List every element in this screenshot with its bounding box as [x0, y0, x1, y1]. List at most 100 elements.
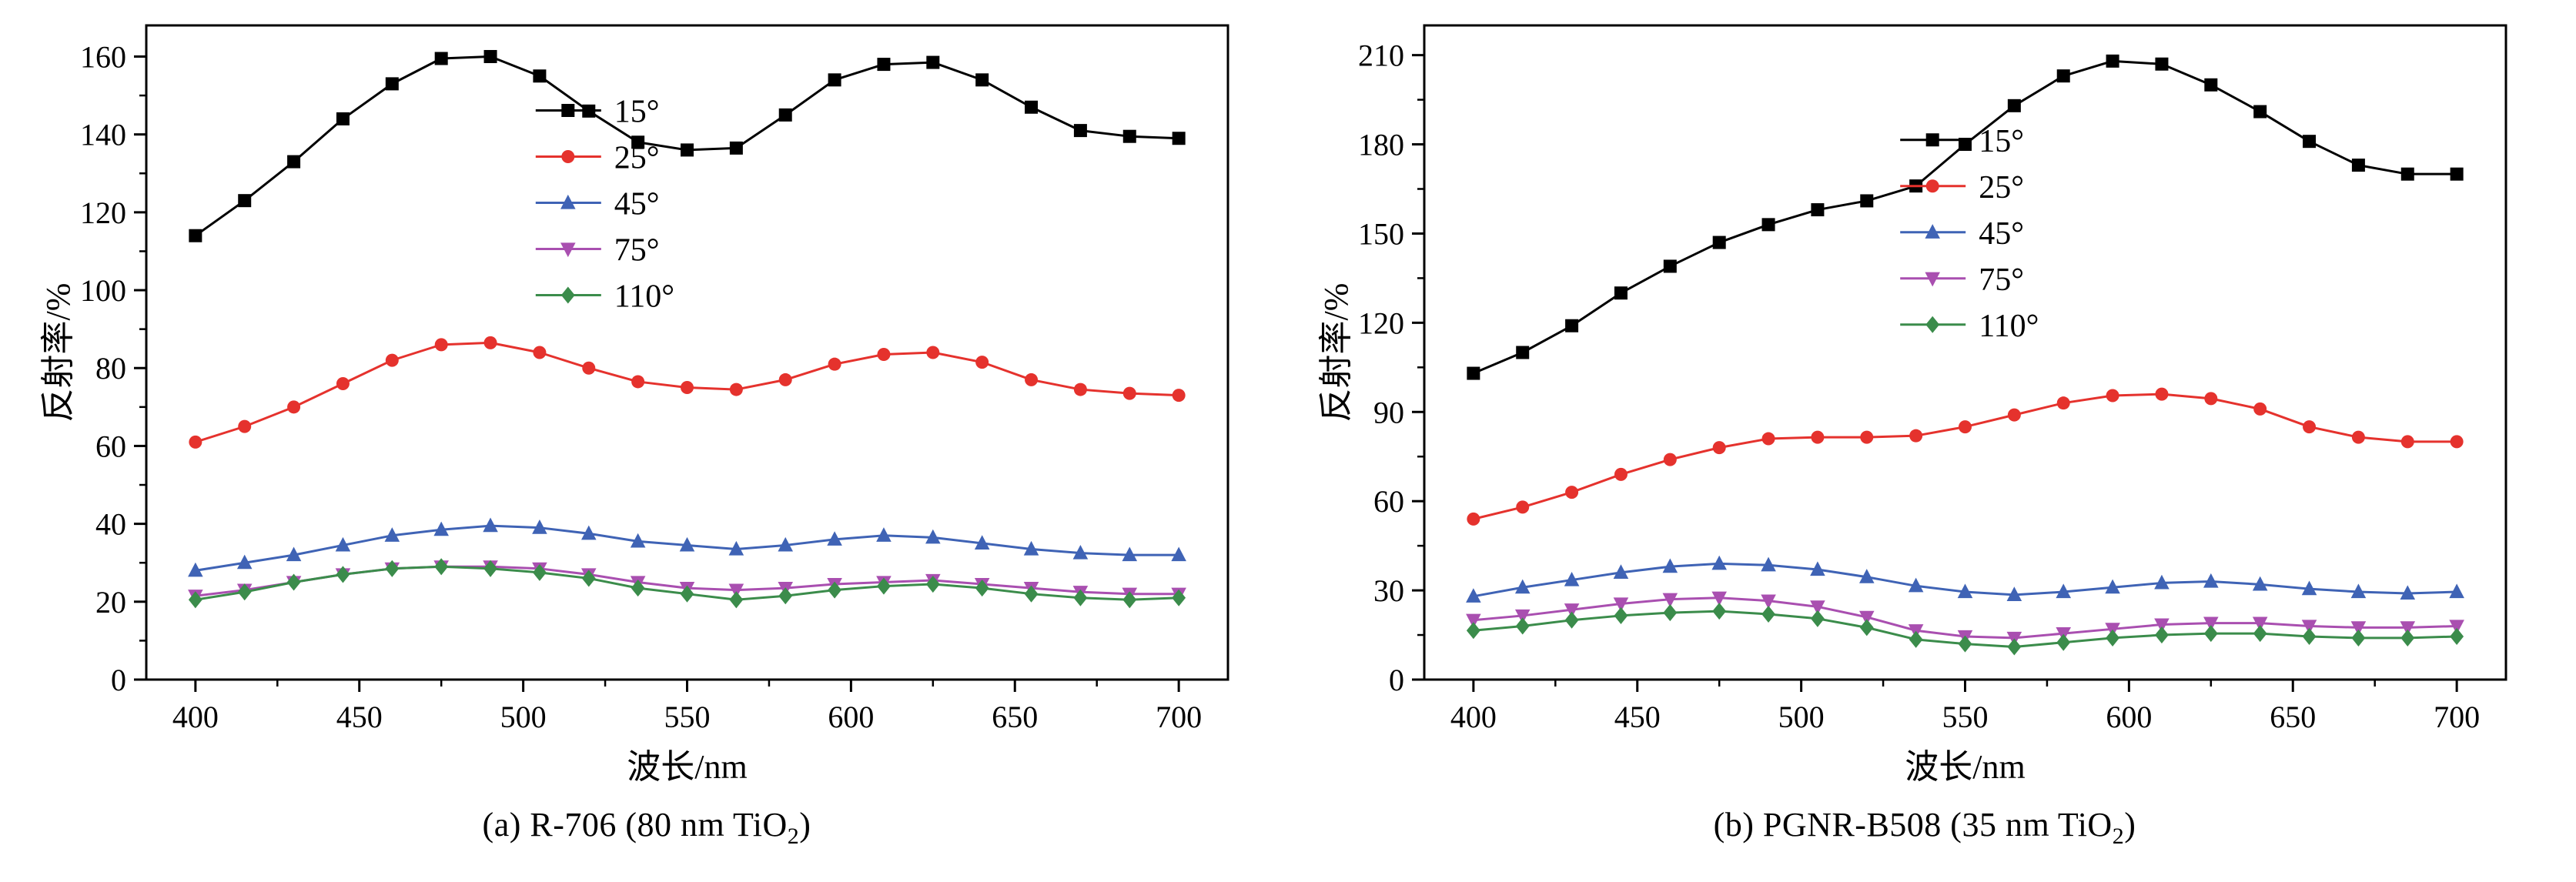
data-point-marker: [238, 194, 252, 208]
data-point-marker: [1024, 585, 1039, 603]
data-point-marker: [877, 58, 891, 72]
data-point-marker: [286, 546, 302, 562]
data-point-marker: [336, 112, 350, 125]
data-point-marker: [1957, 583, 1973, 599]
data-point-marker: [778, 108, 792, 122]
legend-label: 45°: [614, 187, 660, 222]
series-110°: [188, 558, 1186, 609]
data-point-marker: [2105, 579, 2120, 594]
data-point-marker: [2449, 620, 2464, 635]
data-point-marker: [1811, 203, 1825, 217]
data-point-marker: [1761, 556, 1776, 572]
data-point-marker: [926, 346, 940, 359]
data-point-marker: [1122, 129, 1136, 143]
data-point-marker: [2204, 392, 2218, 406]
data-point-marker: [533, 346, 547, 359]
data-point-marker: [2400, 629, 2415, 646]
data-point-marker: [335, 536, 351, 552]
y-axis: 0 30 60 90 120 150 180 210: [1358, 38, 1424, 697]
x-axis: 400 450 500 550 600 650 700: [1450, 680, 2480, 734]
y-tick-label: 100: [80, 273, 126, 308]
y-tick-label: 180: [1358, 128, 1404, 162]
data-point-marker: [1613, 597, 1629, 613]
data-point-marker: [1467, 366, 1480, 380]
data-point-marker: [1860, 430, 1874, 444]
data-point-marker: [1466, 622, 1480, 640]
legend-label: 15°: [1979, 124, 2024, 159]
data-point-marker: [926, 55, 940, 69]
x-axis-title: 波长/nm: [627, 748, 747, 786]
series-45°: [188, 517, 1186, 577]
data-point-marker: [433, 521, 449, 536]
y-tick-label: 30: [1373, 573, 1404, 608]
data-point-marker: [877, 577, 891, 595]
legend-label: 75°: [614, 233, 660, 269]
data-point-marker: [1858, 569, 1875, 583]
data-point-marker: [483, 517, 498, 533]
data-point-marker: [679, 536, 695, 552]
data-point-marker: [2303, 420, 2317, 434]
data-point-marker: [385, 560, 400, 577]
y-tick-label: 120: [1358, 306, 1404, 340]
data-point-marker: [385, 353, 399, 367]
data-point-marker: [286, 573, 301, 591]
data-point-marker: [729, 383, 743, 396]
legend-marker: [1925, 316, 1940, 333]
chart-panel-a: 400 450 500 550 600 650 700 0 20 40 60 80 100 120 140 1…: [31, 6, 1263, 850]
caption-b: (b) PGNR-B508 (35 nm TiO2): [1714, 805, 2136, 850]
data-point-marker: [1072, 544, 1089, 560]
figure-row: 400 450 500 550 600 650 700 0 20 40 60 80 100 120 140 1…: [31, 6, 2541, 850]
data-point-marker: [2007, 638, 2022, 656]
chart-panel-b: 400 450 500 550 600 650 700 0 30 60 90 120 150 180 210…: [1309, 6, 2541, 850]
x-tick-label: 700: [1156, 700, 1202, 734]
data-point-marker: [2056, 583, 2072, 599]
data-point-marker: [2351, 629, 2366, 646]
data-point-marker: [483, 560, 497, 577]
data-point-marker: [1958, 635, 1972, 653]
data-point-marker: [1662, 593, 1678, 608]
x-tick-label: 650: [2270, 700, 2316, 734]
data-point-marker: [828, 581, 842, 599]
legend-marker: [560, 242, 576, 258]
data-point-marker: [2155, 57, 2169, 71]
data-point-marker: [2449, 583, 2464, 599]
data-point-marker: [828, 357, 841, 371]
data-point-marker: [1023, 540, 1039, 556]
x-tick-label: 450: [336, 700, 383, 734]
data-point-marker: [2400, 167, 2414, 181]
data-point-marker: [2351, 159, 2365, 172]
data-point-marker: [2007, 408, 2021, 422]
x-tick-label: 400: [172, 700, 219, 734]
data-point-marker: [2106, 389, 2119, 403]
y-tick-label: 120: [80, 195, 126, 230]
data-point-marker: [925, 575, 940, 593]
data-point-marker: [631, 375, 645, 389]
data-point-marker: [434, 338, 448, 352]
data-point-marker: [1172, 589, 1186, 606]
data-point-marker: [1858, 610, 1875, 626]
data-point-marker: [1810, 561, 1825, 576]
plot-area-a: 400 450 500 550 600 650 700 0 20 40 60 80 100 120 140 1…: [39, 24, 1229, 786]
y-tick-label: 150: [1358, 216, 1404, 251]
data-point-marker: [1467, 512, 1480, 526]
data-point-marker: [876, 527, 892, 542]
data-point-marker: [1073, 383, 1087, 396]
data-point-marker: [631, 580, 645, 597]
data-point-marker: [1514, 609, 1531, 624]
data-point-marker: [188, 591, 202, 609]
data-point-marker: [729, 591, 744, 609]
data-point-marker: [1662, 558, 1678, 573]
data-point-marker: [237, 583, 252, 601]
data-point-marker: [532, 520, 547, 534]
data-point-marker: [2155, 387, 2169, 401]
data-point-marker: [1171, 546, 1186, 562]
line-chart-b: 400 450 500 550 600 650 700 0 30 60 90 120 150 180 210…: [1317, 24, 2507, 786]
data-point-marker: [2301, 620, 2317, 635]
data-point-marker: [728, 583, 744, 599]
data-point-marker: [925, 529, 941, 544]
data-point-marker: [2450, 435, 2464, 449]
plot-frame: [1423, 24, 2507, 681]
data-point-marker: [1761, 218, 1775, 232]
data-point-marker: [975, 73, 989, 87]
data-point-marker: [2350, 621, 2367, 636]
